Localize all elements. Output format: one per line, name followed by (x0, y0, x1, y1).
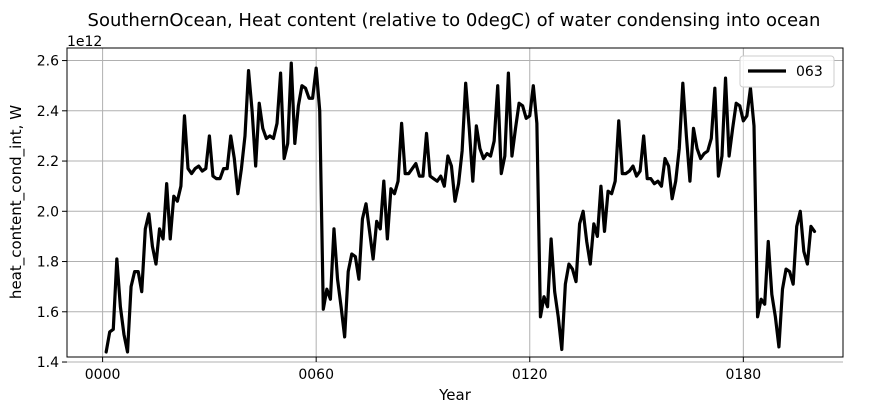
legend-entry-label: 063 (796, 64, 823, 80)
y-tick-label: 1.4 (37, 355, 59, 371)
x-axis-label: Year (438, 386, 472, 404)
series-line-063 (104, 61, 817, 354)
x-tick-label: 0120 (512, 367, 548, 383)
y-tick-label: 2.2 (37, 154, 59, 170)
y-axis-offset-text: 1e12 (67, 34, 102, 50)
x-tick-label: 0180 (726, 367, 762, 383)
chart-title: SouthernOcean, Heat content (relative to… (88, 10, 821, 31)
x-tick-label: 0060 (298, 367, 334, 383)
y-axis-ticks: 1.4 1.6 1.8 2.0 2.2 2.4 2.6 (37, 54, 67, 371)
y-tick-label: 1.8 (37, 255, 59, 271)
y-tick-label: 2.6 (37, 54, 59, 70)
y-gridlines (67, 60, 843, 363)
y-axis-label: heat_content_cond_int, W (7, 105, 26, 299)
x-axis-ticks: 0000 0060 0120 0180 (85, 357, 761, 383)
y-tick-label: 2.4 (37, 104, 59, 120)
x-gridlines (102, 48, 744, 357)
y-tick-label: 1.6 (37, 305, 59, 321)
legend-box (739, 55, 835, 88)
plot-area-frame (66, 47, 844, 358)
legend: 063 (739, 55, 835, 88)
x-tick-label: 0000 (85, 367, 121, 383)
y-tick-label: 2.0 (37, 204, 59, 220)
